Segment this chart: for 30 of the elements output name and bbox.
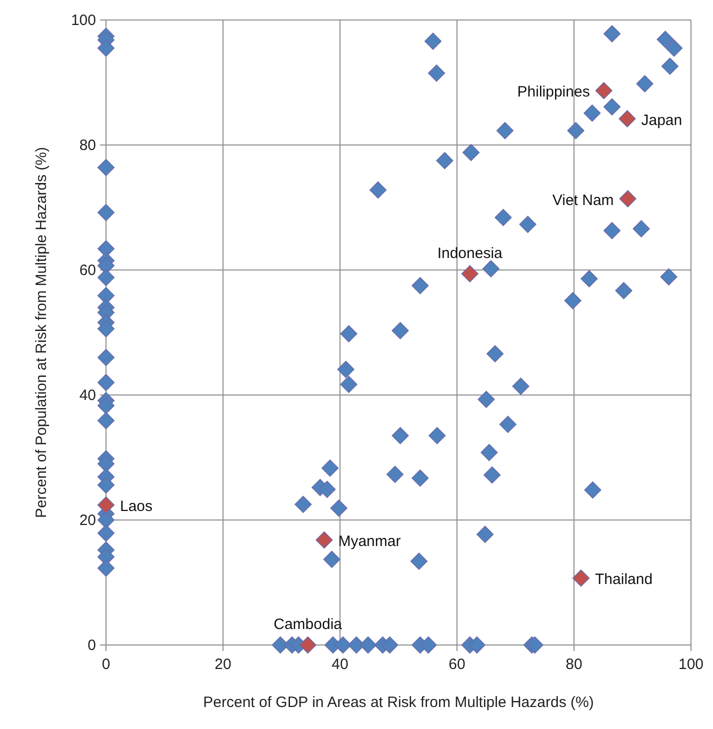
point — [572, 570, 590, 587]
annotation: Cambodia — [274, 616, 343, 633]
x-tick-label: 80 — [566, 656, 582, 673]
annotation: Indonesia — [437, 244, 504, 262]
y-tick-label: 60 — [79, 262, 96, 279]
y-tick-label: 0 — [88, 637, 96, 654]
y-tick-label: 40 — [79, 387, 96, 404]
point — [618, 110, 636, 128]
point — [97, 496, 115, 514]
point — [595, 82, 612, 100]
y-tick-label: 100 — [70, 12, 96, 29]
annotation: Viet Nam — [552, 192, 614, 209]
annotation: Laos — [120, 498, 153, 515]
point — [316, 531, 333, 549]
point — [619, 190, 636, 208]
point — [461, 265, 478, 282]
point — [299, 636, 316, 654]
x-tick-label: 40 — [332, 656, 348, 673]
annotation: Philippines — [517, 84, 590, 101]
x-tick-label: 60 — [448, 656, 466, 673]
annotation: Thailand — [595, 571, 653, 588]
y-tick-label: 20 — [79, 512, 96, 529]
y-axis-title: Percent of Population at Risk from Multiple Hazards (%) — [33, 147, 50, 518]
y-tick-label: 80 — [79, 137, 96, 154]
x-axis-title: Percent of GDP in Areas at Risk from Multiple Hazards (%) — [203, 694, 594, 711]
annotation: Myanmar — [338, 533, 401, 550]
x-tick-label: 20 — [214, 656, 232, 673]
x-tick-label: 100 — [678, 656, 704, 673]
annotation: Japan — [641, 112, 682, 129]
x-tick-label: 0 — [102, 656, 110, 673]
